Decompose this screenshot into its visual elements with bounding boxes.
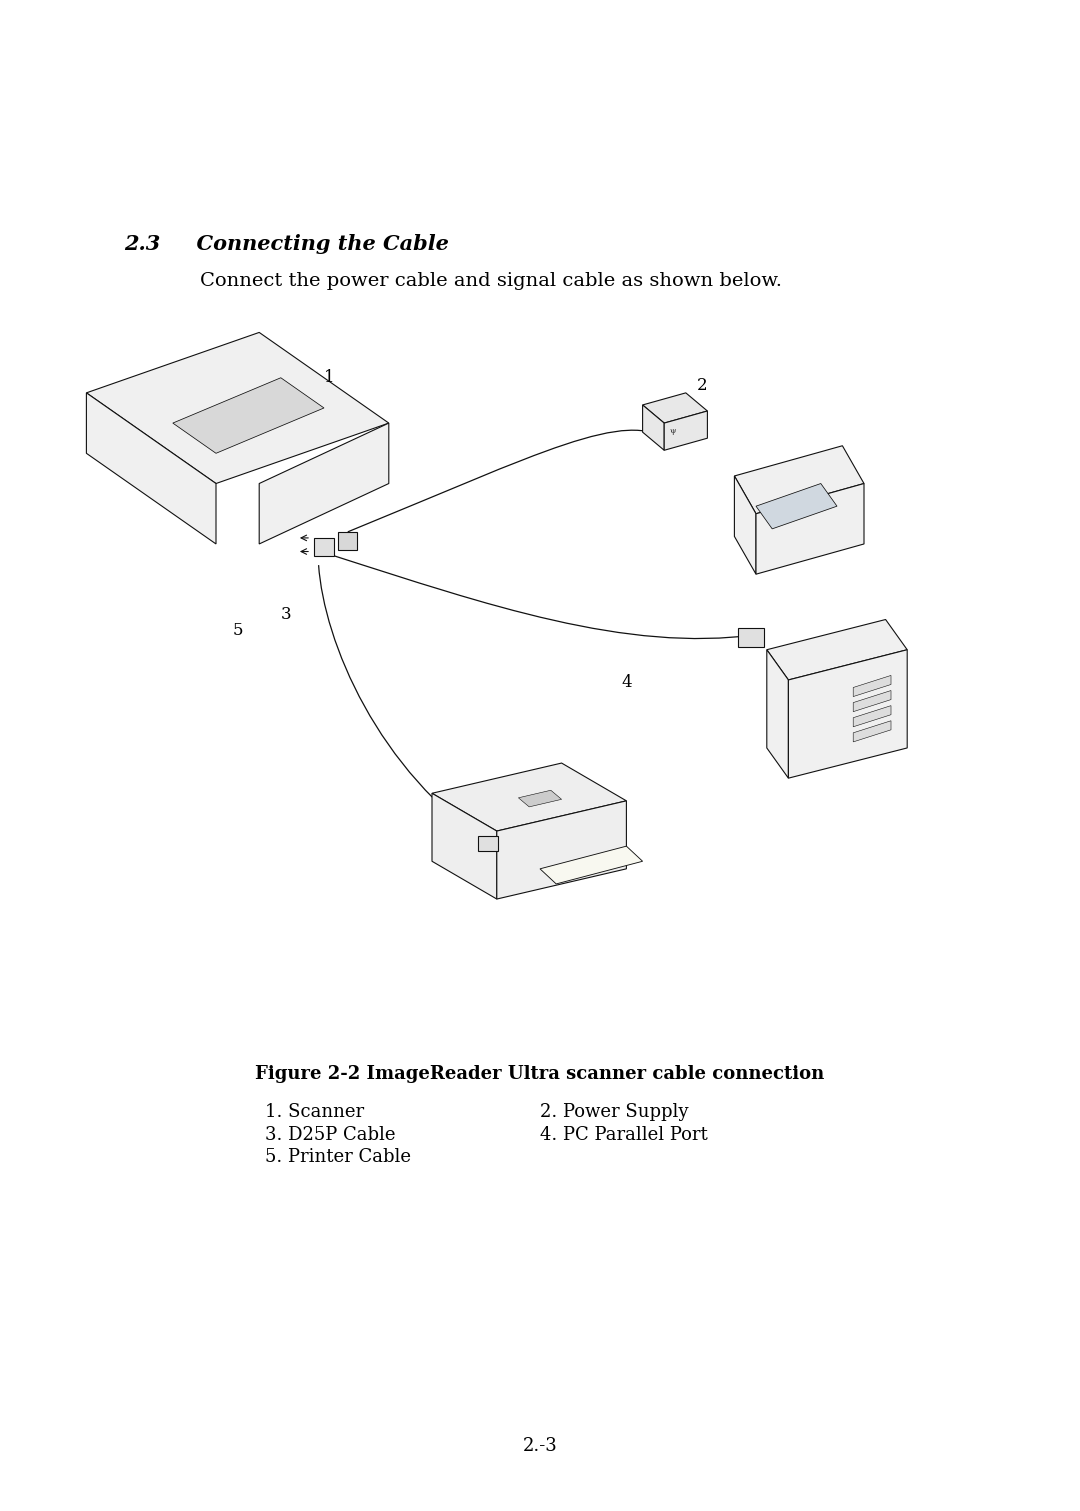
Polygon shape [518,790,562,807]
Text: 1. Scanner: 1. Scanner [265,1103,364,1121]
Text: 1: 1 [324,369,335,387]
Text: 4. PC Parallel Port: 4. PC Parallel Port [540,1126,707,1144]
Polygon shape [432,793,497,899]
Polygon shape [540,846,643,884]
Text: Connect the power cable and signal cable as shown below.: Connect the power cable and signal cable… [200,272,782,290]
Text: 5: 5 [232,621,243,639]
Polygon shape [756,484,864,574]
Text: 3. D25P Cable: 3. D25P Cable [265,1126,395,1144]
Text: 2: 2 [697,376,707,394]
Polygon shape [734,476,756,574]
Polygon shape [664,411,707,450]
Polygon shape [432,763,626,831]
FancyBboxPatch shape [738,629,764,647]
Text: 4: 4 [621,674,632,692]
Text: Figure 2-2 ImageReader Ultra scanner cable connection: Figure 2-2 ImageReader Ultra scanner cab… [255,1065,825,1083]
Polygon shape [643,405,664,450]
Polygon shape [853,706,891,727]
Text: 3: 3 [281,606,292,624]
Polygon shape [497,801,626,899]
Polygon shape [767,620,907,680]
FancyBboxPatch shape [338,532,357,550]
Polygon shape [259,423,389,544]
Text: ψ: ψ [670,426,676,435]
Polygon shape [788,650,907,778]
Polygon shape [756,484,837,529]
Polygon shape [767,650,788,778]
FancyBboxPatch shape [478,836,498,851]
Polygon shape [643,393,707,423]
Text: 2.3     Connecting the Cable: 2.3 Connecting the Cable [124,234,449,254]
Polygon shape [86,332,389,484]
Text: 5. Printer Cable: 5. Printer Cable [265,1148,410,1166]
Text: 2.-3: 2.-3 [523,1437,557,1455]
Polygon shape [173,378,324,453]
Text: 2. Power Supply: 2. Power Supply [540,1103,689,1121]
Polygon shape [853,675,891,697]
Polygon shape [853,691,891,712]
Polygon shape [86,393,216,544]
FancyBboxPatch shape [314,538,334,556]
Polygon shape [734,446,864,514]
Polygon shape [853,721,891,742]
